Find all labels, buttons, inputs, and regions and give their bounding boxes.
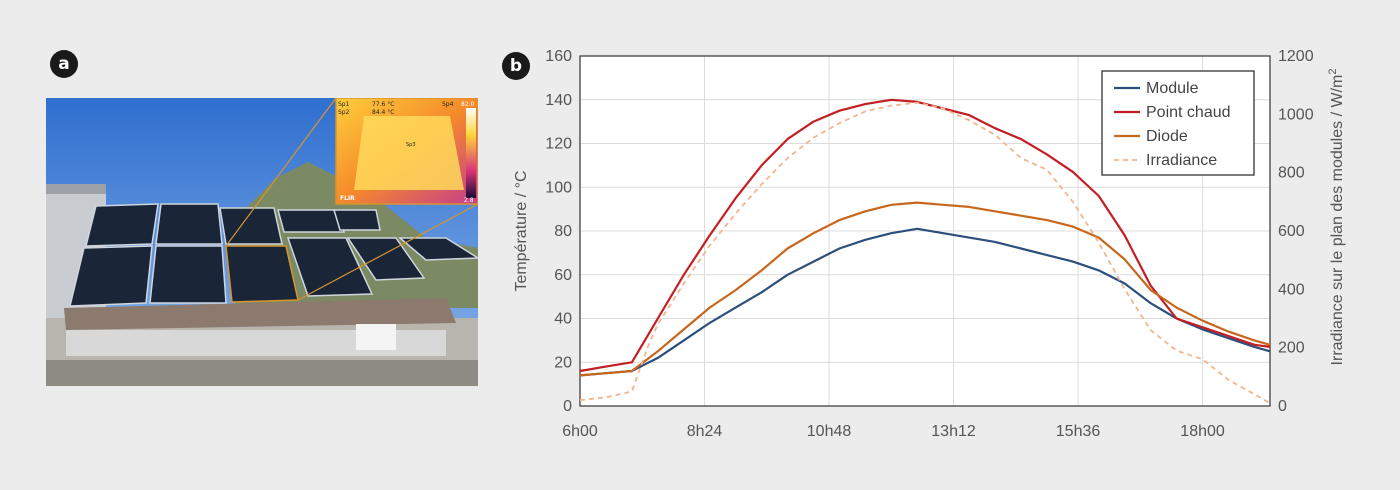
- y2-axis-label: Irradiance sur le plan des modules / W/m…: [1327, 69, 1346, 366]
- series-module-line: [579, 227, 1271, 377]
- y2-tick-label: 600: [1278, 223, 1305, 240]
- thermal-sp4-label: Sp4: [442, 101, 454, 108]
- thermal-sp1-label: Sp1: [338, 101, 350, 108]
- y-tick-label: 160: [545, 48, 572, 65]
- y-tick-label: 20: [554, 354, 572, 371]
- y2-tick-label: 800: [1278, 165, 1305, 182]
- y2-tick-label: 400: [1278, 281, 1305, 298]
- series-irradiance-line: [579, 101, 1271, 404]
- series-point-chaud-line: [579, 98, 1271, 373]
- y-tick-label: 120: [545, 136, 572, 153]
- legend-entry: Module: [1146, 80, 1199, 97]
- tick-labels: 0 20 40 60 80 100 120 140 160 6h00 8h24 10h48 13h12 1…: [545, 48, 1313, 440]
- x-tick-label: 13h12: [931, 423, 976, 440]
- series-lines: [579, 98, 1271, 404]
- panel-b-badge: b: [502, 52, 530, 80]
- axes: [579, 55, 1271, 407]
- thermal-brand-logo: FLIR: [340, 195, 355, 202]
- thermal-sp2-label: Sp2: [338, 109, 350, 116]
- photo-illustration: Sp1 Sp2 77.6 °C 84.4 °C Sp4 Sp3 82.0 2.8…: [46, 98, 478, 386]
- x-tick-label: 10h48: [807, 423, 852, 440]
- x-tick-label: 8h24: [687, 423, 723, 440]
- y2-tick-label: 200: [1278, 340, 1305, 357]
- thermal-value-1: 77.6 °C: [372, 101, 394, 108]
- thermal-sp3-label: Sp3: [406, 142, 416, 148]
- legend-entry: Diode: [1146, 128, 1188, 145]
- thermal-value-2: 84.4 °C: [372, 109, 394, 116]
- panel-a-badge: a: [50, 50, 78, 78]
- thermal-scale-min: 2.8: [464, 197, 474, 204]
- y-tick-label: 60: [554, 267, 572, 284]
- y2-tick-label: 0: [1278, 398, 1287, 415]
- x-tick-label: 18h00: [1180, 423, 1225, 440]
- series-diode-line: [579, 201, 1271, 377]
- y2-tick-label: 1000: [1278, 106, 1314, 123]
- y-tick-label: 80: [554, 223, 572, 240]
- legend-entry: Irradiance: [1146, 152, 1217, 169]
- y-tick-label: 140: [545, 92, 572, 109]
- y2-tick-label: 1200: [1278, 48, 1314, 65]
- thermal-scale-max: 82.0: [461, 101, 475, 108]
- thermal-image-inset: Sp1 Sp2 77.6 °C 84.4 °C Sp4 Sp3 82.0 2.8…: [225, 98, 478, 301]
- solar-panel-photo: Sp1 Sp2 77.6 °C 84.4 °C Sp4 Sp3 82.0 2.8…: [46, 98, 478, 386]
- x-tick-label: 15h36: [1056, 423, 1101, 440]
- x-tick-label: 6h00: [562, 423, 598, 440]
- y-tick-label: 100: [545, 179, 572, 196]
- legend-entry: Point chaud: [1146, 104, 1231, 121]
- y-tick-label: 40: [554, 311, 572, 328]
- temperature-irradiance-chart: 0 20 40 60 80 100 120 140 160 6h00 8h24 10h48 13h12 1…: [513, 48, 1346, 440]
- plot-frame: [579, 55, 1271, 407]
- y-tick-label: 0: [563, 398, 572, 415]
- legend: Module Point chaud Diode Irradiance: [1101, 70, 1255, 176]
- y-axis-label: Température / °C: [513, 170, 530, 291]
